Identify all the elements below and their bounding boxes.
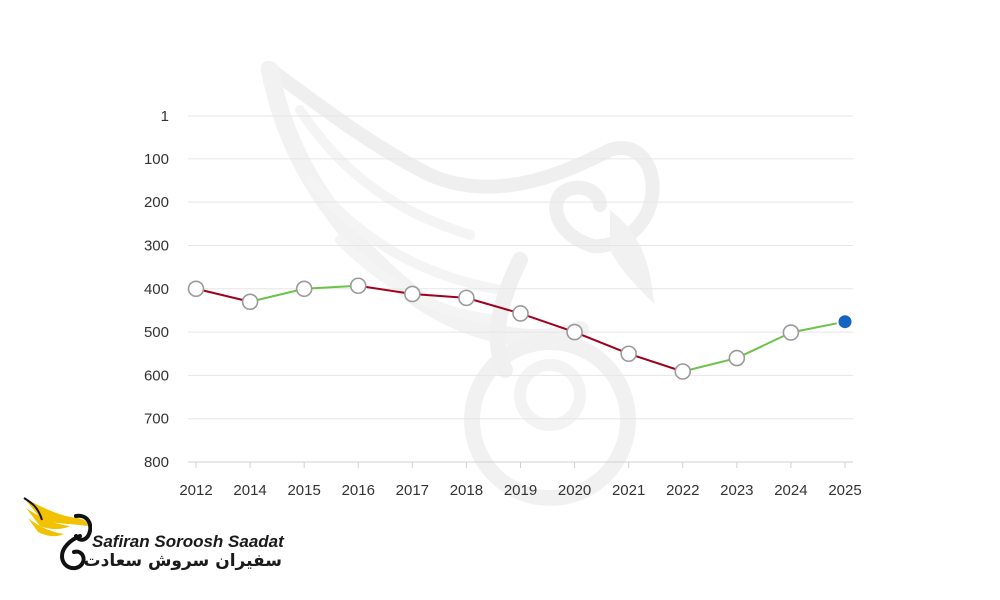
- current-rank-point[interactable]: [836, 313, 854, 331]
- x-axis: 2012 2014 2015 2016 2017 2018 2019 2020 2021 2022…: [179, 462, 862, 499]
- rank-point[interactable]: [512, 305, 529, 322]
- x-tick-label: 2025: [828, 482, 861, 499]
- series-segment: [682, 357, 738, 373]
- series-lines: [195, 284, 846, 373]
- rank-point[interactable]: [566, 323, 583, 341]
- rank-point[interactable]: [620, 345, 637, 363]
- rank-point[interactable]: [728, 349, 746, 367]
- logo-latin-text: Safiran Soroosh Saadat: [92, 532, 284, 551]
- series-segment: [628, 352, 684, 373]
- y-tick-label: 500: [144, 324, 169, 341]
- x-tick-label: 2021: [612, 482, 645, 499]
- x-tick-label: 2018: [450, 482, 483, 499]
- y-tick-label: 200: [144, 194, 169, 211]
- y-tick-label: 300: [144, 237, 169, 254]
- rank-point[interactable]: [674, 363, 692, 380]
- x-tick-label: 2024: [774, 482, 807, 499]
- rank-point[interactable]: [404, 285, 421, 303]
- winged-swan-logo-icon: [23, 497, 92, 571]
- series-segment: [736, 331, 792, 359]
- rank-point[interactable]: [187, 280, 205, 298]
- series-points: [187, 277, 854, 380]
- series-segment: [790, 320, 846, 334]
- x-tick-label: 2019: [504, 482, 537, 499]
- y-tick-label: 600: [144, 367, 169, 384]
- x-tick-label: 2023: [720, 482, 753, 499]
- y-tick-label: 100: [144, 151, 169, 168]
- series-segment: [249, 287, 305, 303]
- series-segment: [412, 292, 467, 299]
- series-segment: [304, 284, 359, 290]
- x-tick-label: 2017: [396, 482, 429, 499]
- series-segment: [520, 312, 575, 334]
- rank-point[interactable]: [295, 280, 313, 298]
- series-segment: [195, 287, 251, 303]
- y-tick-label: 700: [144, 411, 169, 428]
- winged-swan-watermark-icon: [261, 61, 660, 506]
- rank-point[interactable]: [782, 324, 800, 341]
- x-tick-label: 2012: [179, 482, 212, 499]
- y-tick-label: 1: [161, 108, 169, 125]
- rank-point[interactable]: [349, 277, 367, 295]
- x-tick-label: 2014: [233, 482, 266, 499]
- series-segment: [574, 331, 630, 355]
- x-tick-label: 2020: [558, 482, 591, 499]
- rank-point[interactable]: [458, 289, 475, 307]
- y-tick-label: 400: [144, 281, 169, 298]
- series-segment: [466, 296, 521, 315]
- x-tick-label: 2022: [666, 482, 699, 499]
- x-tick-label: 2016: [342, 482, 375, 499]
- company-logo: Safiran Soroosh Saadat سفیران سروش سعادت: [22, 494, 292, 578]
- rank-point[interactable]: [241, 293, 259, 311]
- series-segment: [358, 284, 413, 295]
- y-tick-label: 800: [144, 454, 169, 471]
- logo-persian-text: سفیران سروش سعادت: [83, 551, 282, 571]
- x-tick-label: 2015: [287, 482, 320, 499]
- y-axis: 1 100 200 300 400 500 600 700 800: [144, 108, 169, 471]
